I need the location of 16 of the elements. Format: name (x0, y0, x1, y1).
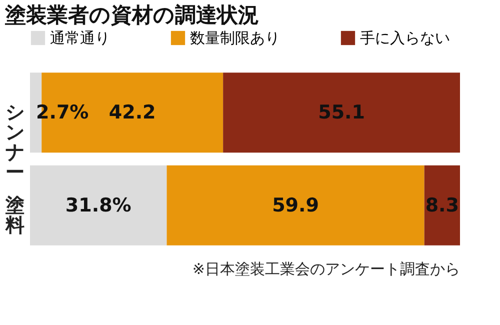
bar (30, 165, 167, 246)
chart-title: 塗装業者の資材の調達状況 (4, 3, 259, 27)
y-tick-label: シンナー (6, 102, 24, 184)
bar (424, 165, 460, 246)
data-label: 42.2 (108, 102, 156, 124)
data-label: 55.1 (318, 102, 365, 124)
bar (223, 72, 460, 153)
bar (166, 165, 424, 246)
data-label: 8.3 (425, 194, 459, 216)
text: ※日本塗装工業会のアンケート調査から (192, 260, 460, 278)
legend-label: 数量制限あり (190, 29, 280, 47)
legend-label: 手に入らない (360, 29, 450, 47)
y-tick-label: 塗料 (4, 194, 24, 236)
data-label: 59.9 (272, 194, 319, 216)
data-label: 31.8% (65, 194, 132, 216)
legend-label: 通常通り (50, 29, 110, 47)
